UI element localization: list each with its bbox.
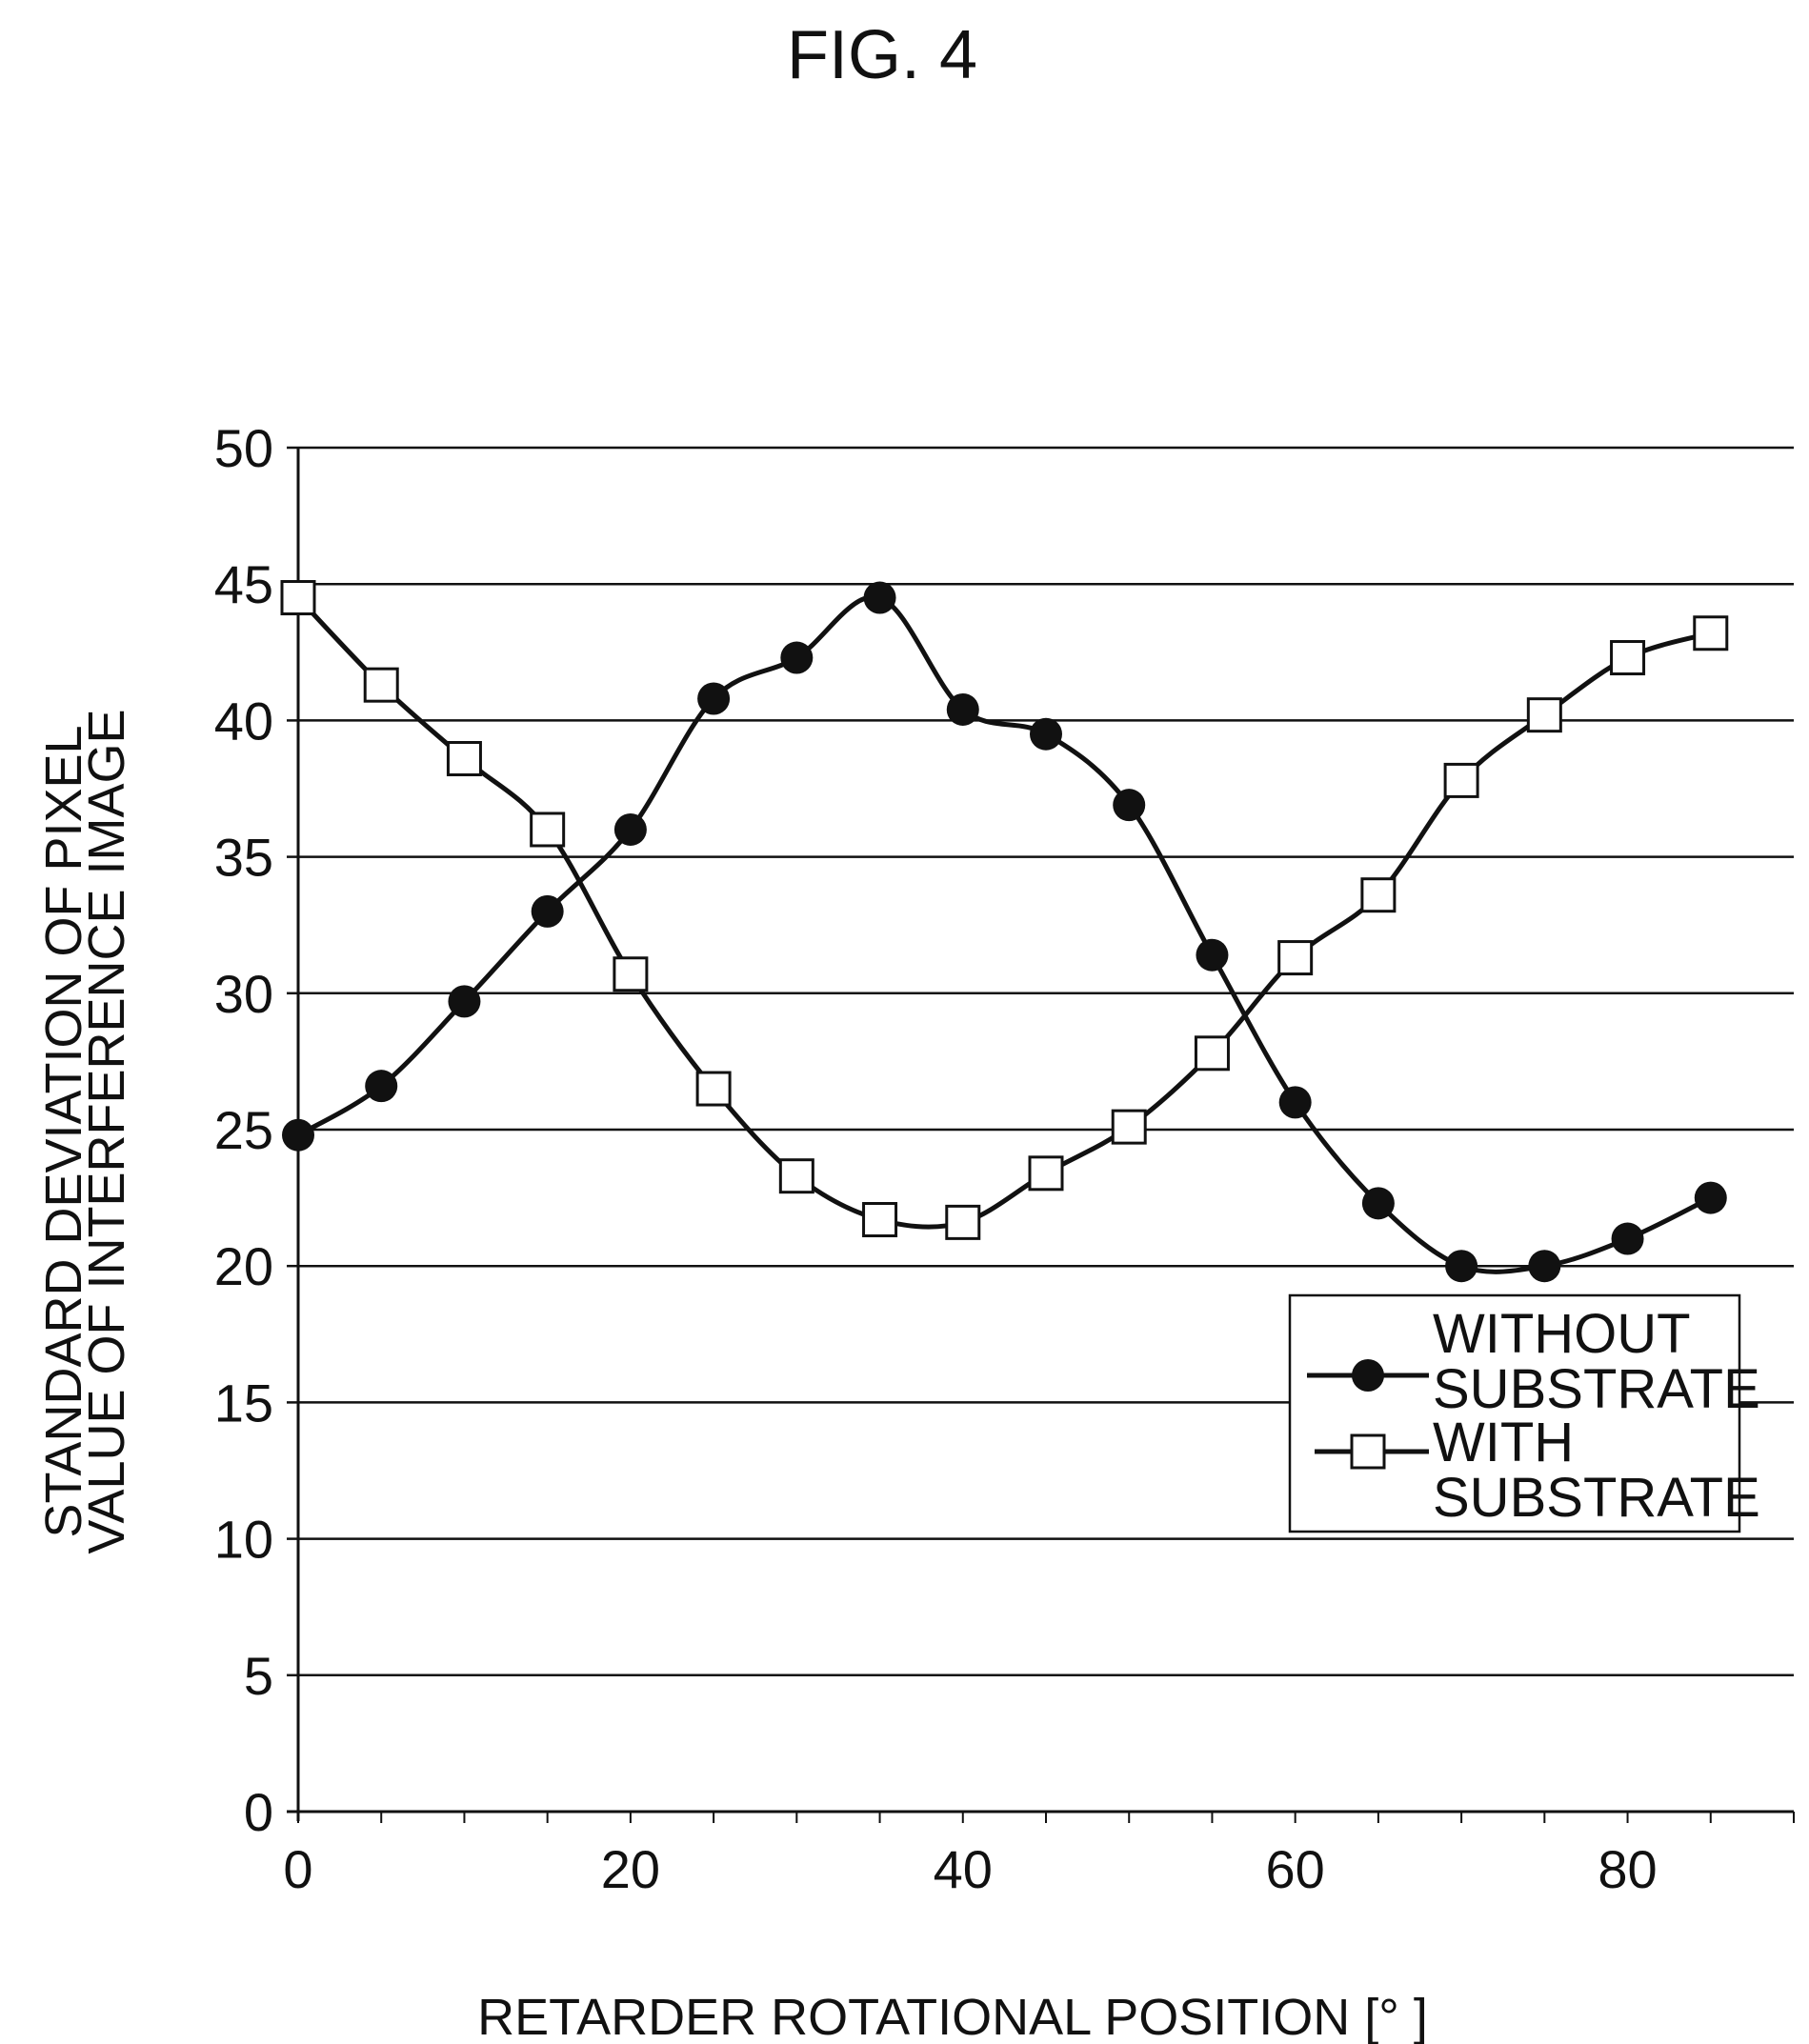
y-axis-title-line-2: VALUE OF INTERFERENCE IMAGE	[78, 709, 135, 1553]
legend: WITHOUT SUBSTRATE WITH SUBSTRATE	[1288, 1293, 1760, 1533]
x-axis-title: RETARDER ROTATIONAL POSITION [° ]	[477, 1989, 1428, 2044]
y-tick-label-25: 25	[214, 1100, 273, 1160]
point-with-substrate-x10	[446, 740, 482, 776]
y-tick-label-0: 0	[244, 1782, 273, 1842]
series-line-without-substrate	[296, 594, 1712, 1274]
point-without-substrate-x0	[282, 1118, 314, 1152]
y-tick-labels: 0 5 10 15 20 25 30 35 40 45 50	[214, 418, 273, 1842]
y-axis-title-line-1: STANDARD DEVIATION OF PIXEL	[35, 725, 92, 1537]
legend-marker-without-substrate	[1352, 1359, 1384, 1392]
point-without-substrate-x80	[1611, 1222, 1644, 1255]
point-with-substrate-x25	[695, 1071, 732, 1107]
point-with-substrate-x5	[363, 667, 399, 703]
point-without-substrate-x20	[613, 812, 647, 846]
point-with-substrate-x40	[945, 1204, 981, 1240]
x-tick-label-40: 40	[934, 1839, 993, 1899]
y-tick-label-20: 20	[214, 1236, 273, 1296]
y-tick-label-50: 50	[214, 418, 273, 478]
legend-marker-with-substrate	[1350, 1433, 1386, 1470]
figure-title: FIG. 4	[787, 17, 977, 93]
legend-label-with-substrate-1: WITH	[1433, 1412, 1574, 1473]
point-without-substrate-x45	[1030, 717, 1062, 751]
y-tick-label-10: 10	[214, 1510, 273, 1570]
series-layer	[280, 580, 1729, 1283]
x-tick-label-60: 60	[1266, 1839, 1325, 1899]
y-axis-title: STANDARD DEVIATION OF PIXEL VALUE OF INT…	[35, 709, 135, 1553]
legend-label-without-substrate-2: SUBSTRATE	[1433, 1358, 1760, 1420]
point-without-substrate-x70	[1445, 1250, 1478, 1283]
x-tick-label-80: 80	[1598, 1839, 1657, 1899]
y-tick-label-5: 5	[244, 1646, 273, 1706]
point-with-substrate-x35	[862, 1202, 898, 1238]
legend-label-with-substrate-2: SUBSTRATE	[1433, 1467, 1760, 1529]
point-with-substrate-x30	[778, 1158, 814, 1194]
point-with-substrate-x85	[1693, 615, 1729, 651]
point-without-substrate-x55	[1196, 938, 1229, 972]
point-with-substrate-x55	[1194, 1035, 1230, 1072]
point-with-substrate-x80	[1610, 640, 1646, 676]
y-tick-label-15: 15	[214, 1373, 273, 1433]
point-without-substrate-x50	[1113, 789, 1146, 822]
point-without-substrate-x40	[946, 692, 979, 726]
point-with-substrate-x70	[1443, 762, 1479, 798]
point-with-substrate-x50	[1111, 1109, 1147, 1145]
point-without-substrate-x25	[697, 682, 731, 715]
point-without-substrate-x75	[1528, 1250, 1561, 1283]
y-tick-label-40: 40	[214, 691, 273, 751]
point-with-substrate-x15	[530, 812, 566, 848]
point-without-substrate-x15	[531, 894, 564, 928]
x-tick-label-0: 0	[283, 1839, 312, 1899]
point-with-substrate-x0	[280, 580, 316, 616]
point-without-substrate-x10	[448, 985, 481, 1018]
point-with-substrate-x45	[1028, 1155, 1064, 1192]
point-without-substrate-x5	[365, 1070, 398, 1103]
point-without-substrate-x65	[1361, 1187, 1395, 1220]
y-tick-label-45: 45	[214, 554, 273, 614]
x-tick-label-20: 20	[601, 1839, 660, 1899]
axes	[287, 446, 1795, 1823]
x-tick-labels: 0 20 40 60 80	[283, 1839, 1657, 1899]
point-with-substrate-x60	[1277, 940, 1314, 976]
legend-label-without-substrate-1: WITHOUT	[1433, 1303, 1691, 1365]
y-tick-label-30: 30	[214, 964, 273, 1024]
legend-box	[1288, 1293, 1741, 1533]
series-line-with-substrate	[296, 595, 1712, 1230]
point-with-substrate-x65	[1360, 877, 1397, 913]
point-with-substrate-x75	[1526, 697, 1562, 733]
y-tick-label-35: 35	[214, 828, 273, 888]
point-without-substrate-x30	[780, 641, 814, 674]
point-without-substrate-x85	[1694, 1181, 1727, 1214]
point-with-substrate-x20	[613, 956, 649, 992]
gridlines	[298, 446, 1794, 1677]
point-without-substrate-x35	[863, 581, 896, 614]
point-without-substrate-x60	[1278, 1086, 1312, 1119]
